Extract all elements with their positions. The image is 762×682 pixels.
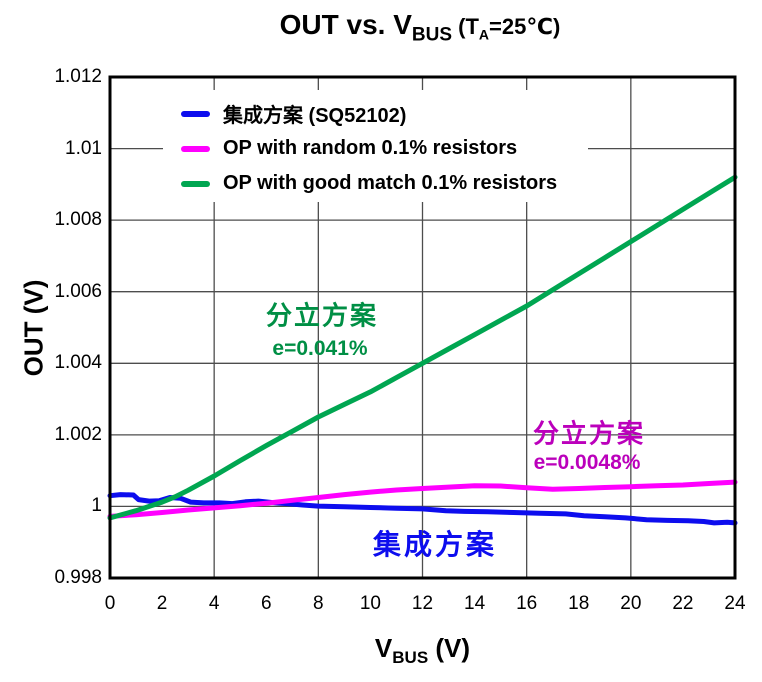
x-axis-title-pre: V bbox=[374, 633, 393, 663]
legend-swatch-magenta-icon bbox=[181, 145, 210, 152]
legend: 集成方案 (SQ52102) OP with random 0.1% resis… bbox=[181, 96, 557, 201]
y-tick-label: 1.004 bbox=[54, 352, 102, 374]
annotation-discrete-random-error: e=0.0048% bbox=[533, 451, 641, 474]
title-condition-subscript: A bbox=[478, 26, 490, 43]
x-axis-title: VBUS (V) bbox=[110, 633, 735, 668]
x-axis-title-post: (V) bbox=[428, 633, 471, 663]
annotation-discrete-goodmatch-label: 分立方案 bbox=[265, 300, 379, 331]
legend-swatch-blue-icon bbox=[181, 110, 210, 117]
x-tick-label: 12 bbox=[411, 593, 434, 614]
y-tick-label: 1 bbox=[91, 495, 102, 517]
y-tick-label: 1.008 bbox=[54, 209, 102, 231]
legend-item-integrated: 集成方案 (SQ52102) bbox=[181, 96, 557, 131]
x-tick-label: 14 bbox=[464, 593, 486, 614]
x-tick-label: 24 bbox=[724, 593, 746, 614]
x-tick-label: 8 bbox=[313, 593, 324, 614]
legend-label: OP with good match 0.1% resistors bbox=[223, 172, 558, 194]
x-tick-label: 6 bbox=[260, 593, 272, 614]
x-tick-label: 20 bbox=[620, 593, 642, 614]
annotation-integrated-label: 集成方案 bbox=[372, 529, 498, 560]
legend-label: OP with random 0.1% resistors bbox=[223, 137, 518, 159]
y-tick-label: 1.002 bbox=[54, 423, 102, 445]
x-tick-label: 18 bbox=[568, 593, 590, 614]
x-tick-label: 4 bbox=[208, 593, 220, 614]
chart-title: OUT vs. VBUS (TA=25℃) bbox=[100, 9, 740, 47]
legend-item-op-goodmatch: OP with good match 0.1% resistors bbox=[181, 166, 557, 201]
y-tick-label: 1.01 bbox=[65, 137, 102, 159]
annotation-discrete-random-label: 分立方案 bbox=[532, 418, 646, 449]
y-tick-label: 0.998 bbox=[54, 567, 102, 588]
title-main-subscript: BUS bbox=[411, 24, 453, 46]
x-axis-title-subscript: BUS bbox=[392, 648, 429, 668]
x-tick-label: 10 bbox=[359, 593, 381, 614]
y-tick-label: 1.012 bbox=[54, 66, 102, 87]
x-tick-label: 16 bbox=[516, 593, 538, 614]
legend-label: 集成方案 (SQ52102) bbox=[223, 105, 407, 127]
x-tick-label: 0 bbox=[104, 593, 116, 614]
y-tick-label: 1.006 bbox=[54, 280, 102, 302]
legend-swatch-green-icon bbox=[181, 180, 210, 187]
annotation-discrete-goodmatch-error: e=0.041% bbox=[272, 337, 368, 360]
x-tick-label: 2 bbox=[156, 593, 168, 614]
title-condition-pre: (T bbox=[452, 14, 479, 39]
title-condition-post: =25℃) bbox=[489, 14, 561, 39]
x-tick-label: 22 bbox=[672, 593, 694, 614]
title-main: OUT vs. V bbox=[279, 9, 412, 40]
legend-item-op-random: OP with random 0.1% resistors bbox=[181, 131, 557, 166]
